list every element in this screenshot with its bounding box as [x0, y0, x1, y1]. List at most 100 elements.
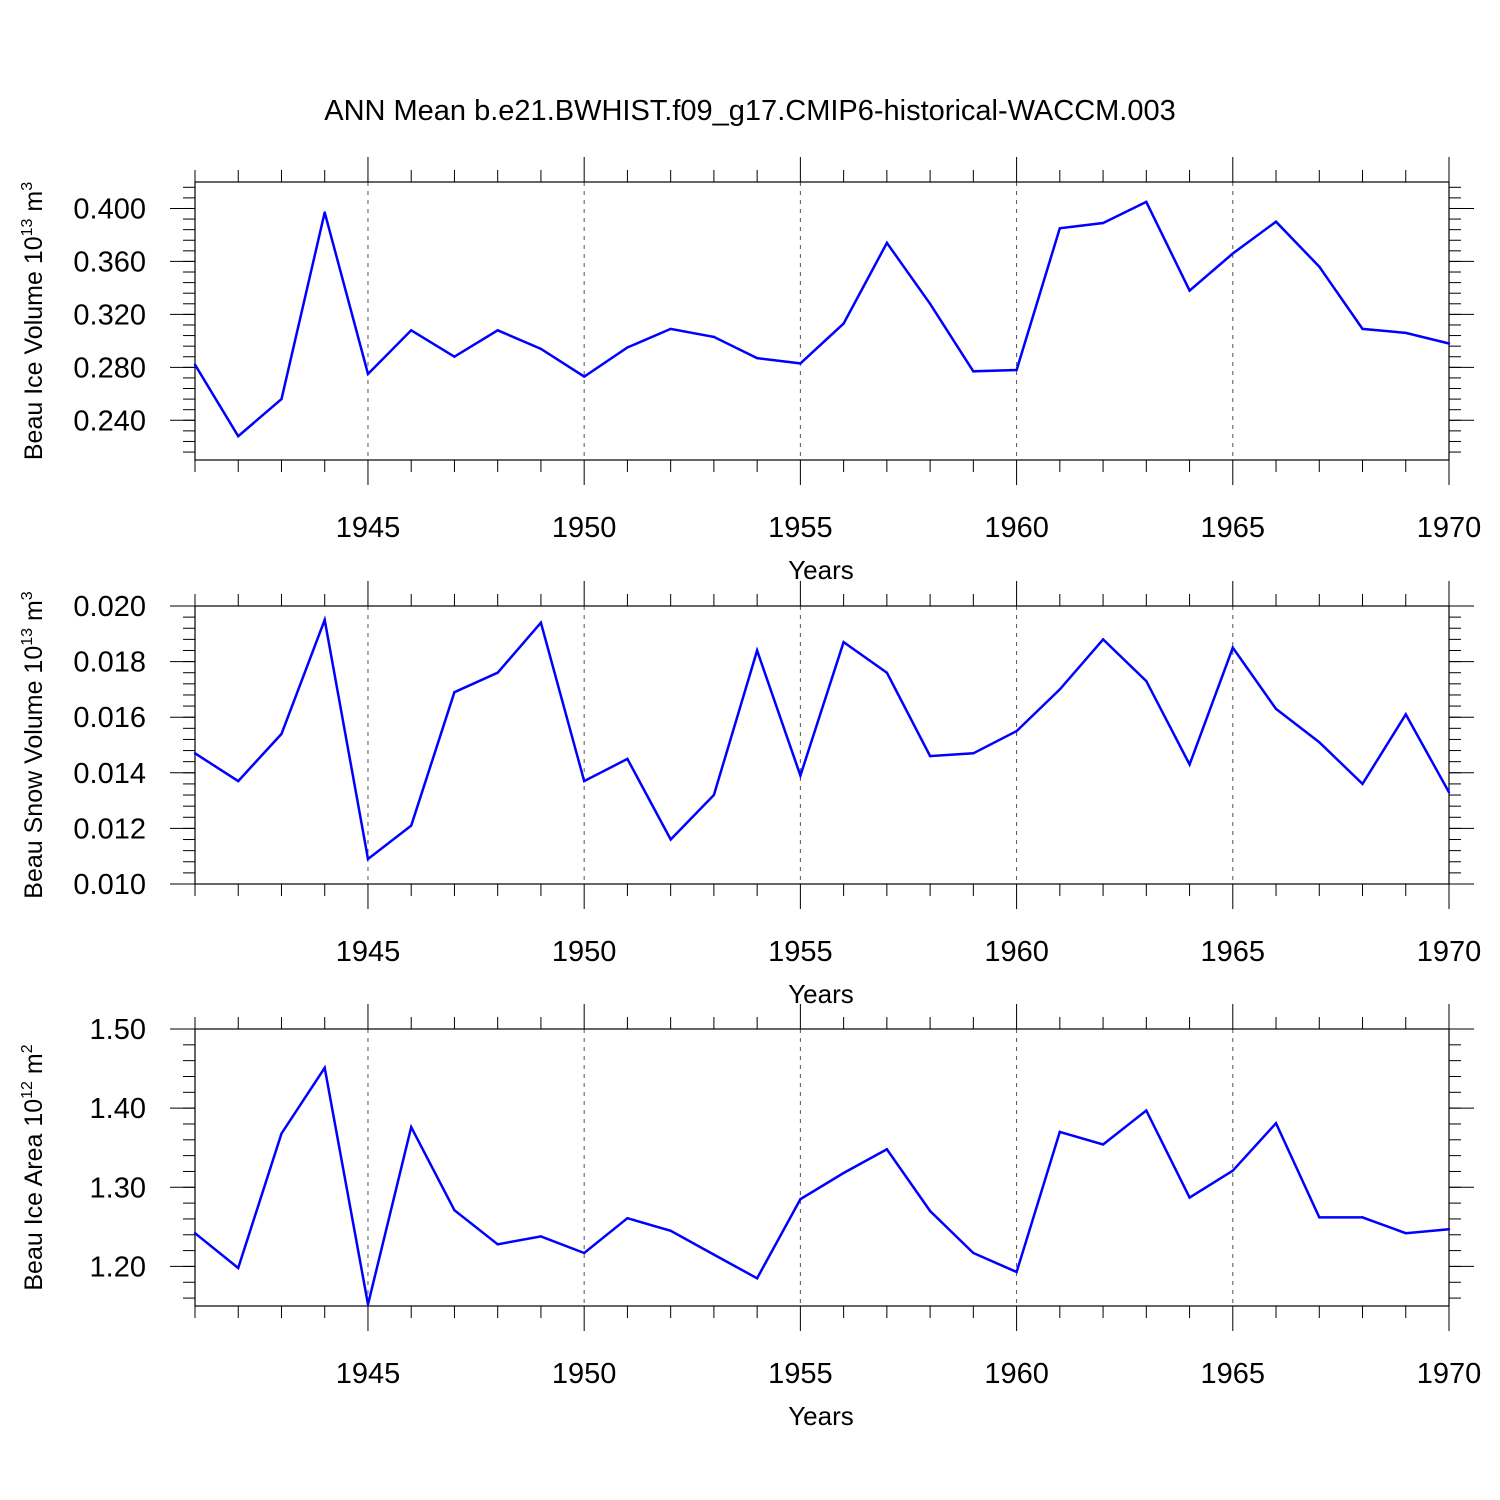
- y-tick-label: 0.018: [73, 647, 146, 679]
- data-point: [1274, 1121, 1278, 1125]
- y-tick-label: 0.320: [73, 299, 146, 331]
- plot-frame: [194, 181, 1450, 461]
- y-axis-label: Beau Snow Volume 1013 m3: [19, 591, 48, 899]
- data-point: [410, 1125, 413, 1129]
- series-line: [194, 1064, 1450, 1305]
- data-point: [712, 1253, 716, 1256]
- panel-1: 0.240 0.280 0.320 0.360 0.400 1945 1950 1955 196…: [19, 157, 1481, 585]
- data-point: [1404, 331, 1407, 335]
- data-point: [323, 211, 326, 214]
- data-point: [1318, 265, 1321, 268]
- y-label-unit-exponent: 3: [19, 182, 36, 191]
- data-point: [885, 241, 889, 245]
- data-point: [1361, 1216, 1364, 1219]
- y-axis-label: Beau Ice Volume 1013 m3: [19, 182, 48, 460]
- data-point: [1404, 713, 1407, 716]
- data-point: [366, 857, 370, 861]
- y-label-unit: m: [20, 1053, 48, 1081]
- y-axis-label: Beau Ice Area 1012 m2: [19, 1044, 48, 1290]
- data-point: [928, 302, 932, 305]
- data-point: [1447, 342, 1451, 345]
- x-axis-label: Years: [788, 1401, 854, 1431]
- y-label-unit-exponent: 2: [19, 1044, 36, 1053]
- data-point: [1318, 741, 1321, 744]
- data-point: [885, 1148, 889, 1151]
- data-point: [539, 1235, 543, 1238]
- data-point: [1101, 1143, 1105, 1146]
- data-point: [799, 1197, 802, 1201]
- data-point: [1015, 368, 1018, 372]
- data-point: [539, 347, 543, 350]
- data-point: [755, 356, 759, 360]
- data-point: [496, 1243, 499, 1246]
- data-point: [1274, 220, 1278, 223]
- data-point: [755, 1277, 759, 1280]
- data-point: [669, 1229, 672, 1233]
- y-tick-label: 0.280: [73, 352, 146, 384]
- data-point: [582, 375, 586, 378]
- data-point: [885, 671, 889, 674]
- data-point: [496, 671, 499, 674]
- y-tick-label: 1.40: [90, 1093, 146, 1125]
- data-point: [453, 690, 456, 694]
- data-point: [1015, 729, 1018, 733]
- data-point: [1404, 1231, 1407, 1235]
- y-tick-label: 0.012: [73, 813, 146, 845]
- y-label-exponent: 13: [19, 628, 36, 646]
- data-point: [1058, 688, 1062, 691]
- data-point: [928, 754, 932, 758]
- data-point: [237, 1266, 240, 1270]
- y-tick-label: 0.016: [73, 702, 146, 734]
- data-point: [1361, 782, 1364, 786]
- data-point: [323, 1066, 326, 1069]
- panel-3: 1.20 1.30 1.40 1.50 1945 1950 1955 1960 1965 1970…: [19, 1004, 1481, 1431]
- x-tick-label: 1955: [768, 936, 833, 968]
- data-point: [626, 757, 629, 761]
- data-point: [366, 1303, 370, 1306]
- x-tick-label: 1945: [336, 1358, 401, 1390]
- data-point: [193, 363, 197, 366]
- panels-container: 0.240 0.280 0.320 0.360 0.400 1945 1950 1955 196…: [19, 157, 1481, 1431]
- data-point: [496, 329, 499, 332]
- data-point: [1145, 1109, 1148, 1112]
- y-label-exponent: 13: [19, 218, 36, 236]
- data-point: [669, 838, 672, 841]
- data-point: [1145, 679, 1148, 683]
- data-point: [1188, 1196, 1191, 1199]
- data-point: [237, 779, 240, 783]
- y-tick-label: 1.50: [90, 1014, 146, 1046]
- data-point: [1188, 763, 1191, 766]
- y-label-unit: m: [20, 191, 48, 219]
- x-tick-label: 1955: [768, 1358, 833, 1390]
- y-label-prefix: Beau Ice Volume 10: [20, 236, 48, 460]
- data-point: [1447, 1228, 1451, 1231]
- data-point: [669, 327, 672, 331]
- data-point: [1231, 1169, 1234, 1172]
- x-tick-label: 1960: [984, 1358, 1049, 1390]
- data-point: [799, 774, 802, 777]
- data-point: [1058, 1130, 1062, 1134]
- data-point: [712, 793, 716, 797]
- x-tick-label: 1955: [768, 512, 833, 544]
- y-tick-label: 0.020: [73, 591, 146, 623]
- data-point: [323, 618, 326, 622]
- data-point: [842, 640, 845, 644]
- data-point: [712, 335, 716, 339]
- x-axis-label: Years: [788, 555, 854, 585]
- y-tick-label: 1.20: [90, 1251, 146, 1283]
- x-tick-label: 1950: [552, 512, 617, 544]
- data-point: [1318, 1216, 1321, 1219]
- x-tick-label: 1945: [336, 512, 401, 544]
- y-label-unit-exponent: 3: [19, 591, 36, 600]
- data-point: [842, 1171, 845, 1175]
- x-tick-label: 1970: [1417, 512, 1482, 544]
- figure-title: ANN Mean b.e21.BWHIST.f09_g17.CMIP6-hist…: [324, 95, 1176, 127]
- data-point: [280, 732, 283, 736]
- data-point: [972, 752, 975, 755]
- data-point: [1101, 221, 1105, 225]
- data-point: [582, 1251, 586, 1255]
- data-point: [453, 355, 456, 358]
- data-point: [1361, 327, 1364, 331]
- data-point: [193, 752, 197, 755]
